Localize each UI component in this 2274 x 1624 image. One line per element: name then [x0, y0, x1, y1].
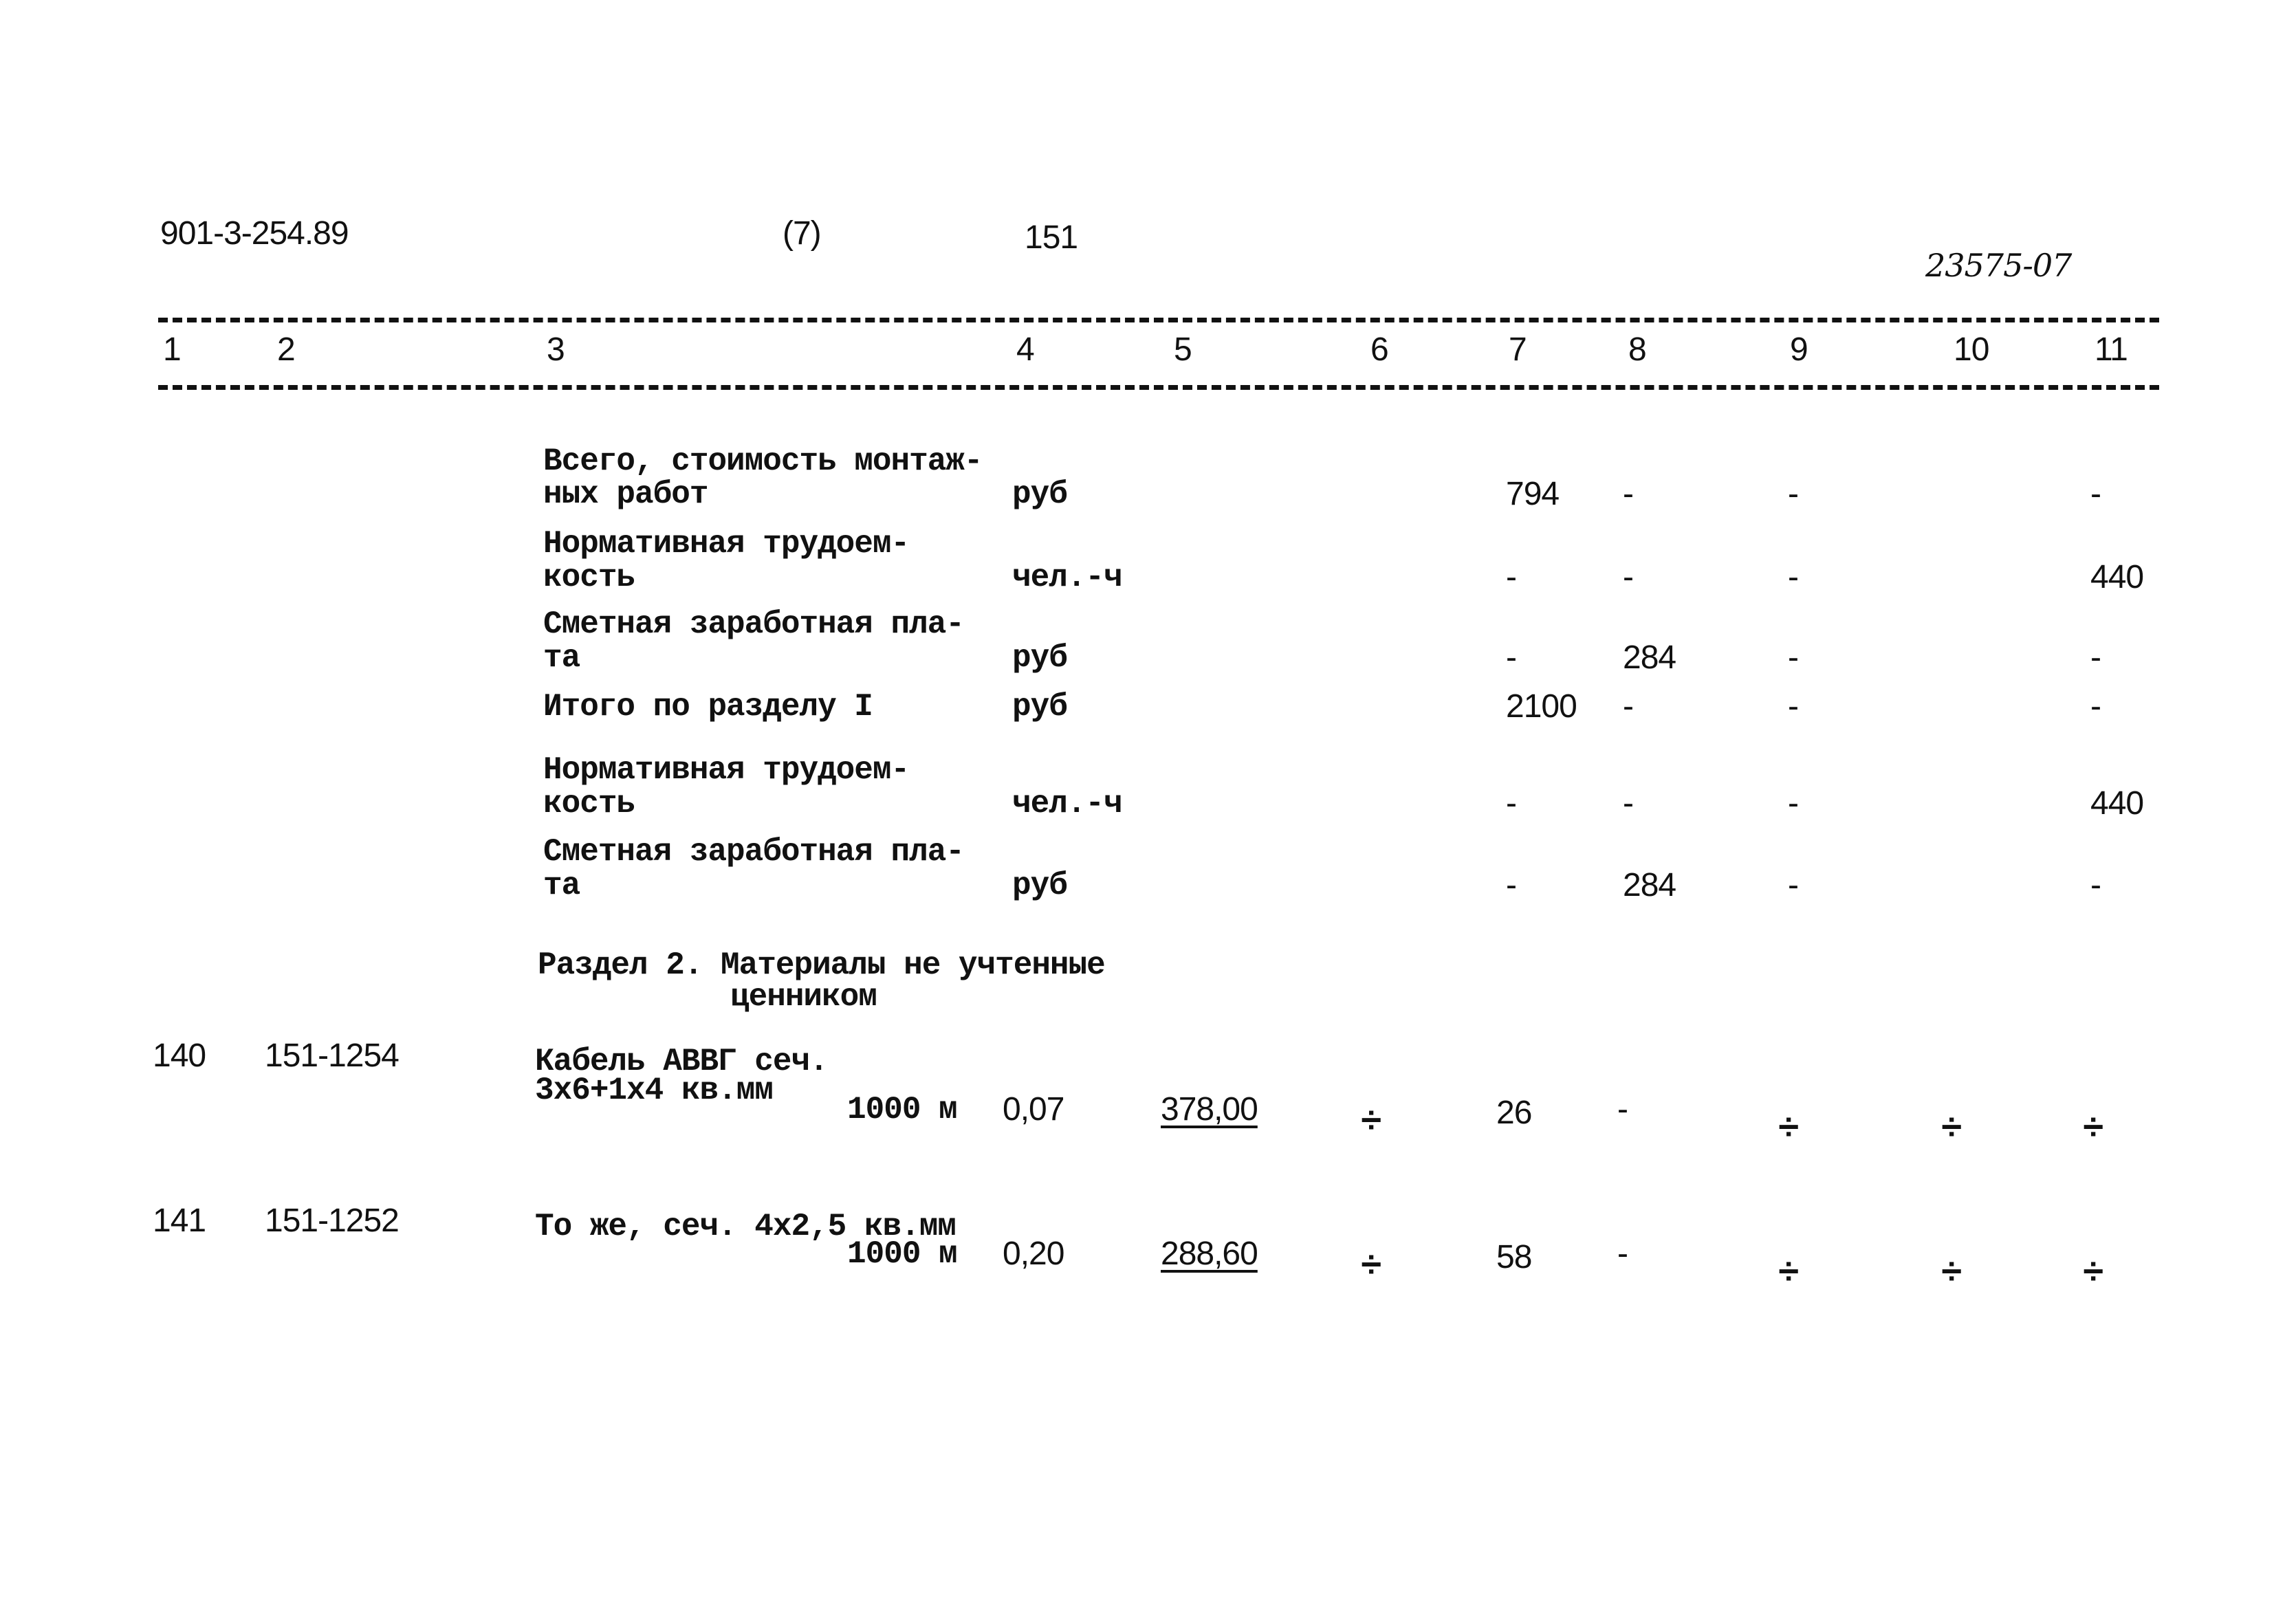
document-code: 901-3-254.89	[160, 215, 349, 252]
item-col9: ÷	[1778, 1109, 1800, 1151]
summary-row-col8: -	[1623, 476, 1634, 512]
page-number: 151	[1025, 219, 1078, 256]
summary-row-unit: чел.-ч	[1012, 786, 1123, 822]
summary-row-unit: руб	[1012, 868, 1068, 903]
item-col7: 26	[1496, 1095, 1532, 1131]
item-description: То же, сеч. 4х2,5 кв.мм	[535, 1209, 956, 1244]
header-rule-top	[158, 318, 2159, 322]
summary-row-col7: 2100	[1506, 688, 1577, 725]
column-header-3: 3	[547, 331, 565, 368]
column-header-9: 9	[1790, 331, 1808, 368]
summary-row-label: Нормативная трудоем-	[543, 526, 910, 562]
summary-row-col11: -	[2090, 688, 2101, 725]
item-col7: 58	[1496, 1239, 1532, 1275]
summary-row-label: та	[543, 868, 580, 903]
summary-row-col9: -	[1788, 559, 1799, 595]
sheet-number: (7)	[783, 215, 822, 252]
column-header-1: 1	[163, 331, 182, 368]
item-col10: ÷	[1940, 1253, 1963, 1295]
section-title: Раздел 2. Материалы не учтенные	[538, 947, 1106, 983]
item-col6: ÷	[1360, 1102, 1382, 1144]
summary-row-label: кость	[543, 560, 635, 595]
summary-row-col11: -	[2090, 476, 2101, 512]
summary-row-col8: 284	[1623, 639, 1676, 676]
item-unit: 1000 м	[847, 1092, 958, 1128]
item-col11: ÷	[2082, 1109, 2104, 1151]
column-header-11: 11	[2095, 331, 2128, 368]
summary-row-col9: -	[1788, 867, 1799, 903]
summary-row-col11: -	[2090, 867, 2101, 903]
summary-row-label: кость	[543, 786, 635, 822]
column-header-6: 6	[1370, 331, 1389, 368]
item-number: 141	[153, 1203, 206, 1239]
item-description: 3х6+1х4 кв.мм	[535, 1073, 774, 1108]
summary-row-col8: -	[1623, 688, 1634, 725]
item-code: 151-1252	[265, 1203, 400, 1239]
inventory-number: 23575-07	[1925, 247, 2072, 284]
summary-row-label: ных работ	[543, 476, 708, 512]
summary-row-label: та	[543, 640, 580, 676]
summary-row-col11: 440	[2090, 559, 2144, 595]
summary-row-label: Сметная заработная пла-	[543, 834, 965, 870]
item-col6: ÷	[1360, 1247, 1382, 1288]
column-header-4: 4	[1016, 331, 1035, 368]
summary-row-col7: -	[1506, 639, 1517, 676]
item-price: 378,00	[1161, 1091, 1258, 1128]
summary-row-col8: 284	[1623, 867, 1676, 903]
item-col11: ÷	[2082, 1253, 2104, 1295]
item-code: 151-1254	[265, 1038, 400, 1074]
summary-row-col8: -	[1623, 559, 1634, 595]
item-unit: 1000 м	[847, 1236, 958, 1272]
summary-row-col8: -	[1623, 785, 1634, 822]
header-rule-bottom	[158, 385, 2159, 390]
item-quantity: 0,07	[1003, 1091, 1064, 1128]
summary-row-label: Итого по разделу I	[543, 689, 873, 725]
summary-row-col7: -	[1506, 559, 1517, 595]
summary-row-col7: -	[1506, 867, 1517, 903]
summary-row-label: Всего, стоимость монтаж-	[543, 443, 983, 479]
summary-row-col7: -	[1506, 785, 1517, 822]
item-col10: ÷	[1940, 1109, 1963, 1151]
item-col8: -	[1617, 1236, 1628, 1272]
summary-row-col9: -	[1788, 688, 1799, 725]
item-col9: ÷	[1778, 1253, 1800, 1295]
column-header-10: 10	[1954, 331, 1989, 368]
summary-row-col7: 794	[1506, 476, 1560, 512]
summary-row-unit: руб	[1012, 689, 1068, 725]
summary-row-col11: 440	[2090, 785, 2144, 822]
summary-row-unit: руб	[1012, 640, 1068, 676]
summary-row-col11: -	[2090, 639, 2101, 676]
summary-row-unit: чел.-ч	[1012, 560, 1123, 595]
item-col8: -	[1617, 1091, 1628, 1128]
item-number: 140	[153, 1038, 206, 1074]
summary-row-col9: -	[1788, 476, 1799, 512]
section-title: ценником	[730, 979, 877, 1015]
item-description: Кабель АВВГ сеч.	[535, 1044, 829, 1079]
item-price: 288,60	[1161, 1236, 1258, 1272]
column-header-5: 5	[1174, 331, 1192, 368]
summary-row-unit: руб	[1012, 476, 1068, 512]
item-quantity: 0,20	[1003, 1236, 1064, 1272]
column-header-8: 8	[1628, 331, 1647, 368]
column-header-7: 7	[1509, 331, 1527, 368]
summary-row-label: Сметная заработная пла-	[543, 606, 965, 642]
summary-row-label: Нормативная трудоем-	[543, 752, 910, 788]
summary-row-col9: -	[1788, 785, 1799, 822]
column-header-2: 2	[277, 331, 296, 368]
summary-row-col9: -	[1788, 639, 1799, 676]
